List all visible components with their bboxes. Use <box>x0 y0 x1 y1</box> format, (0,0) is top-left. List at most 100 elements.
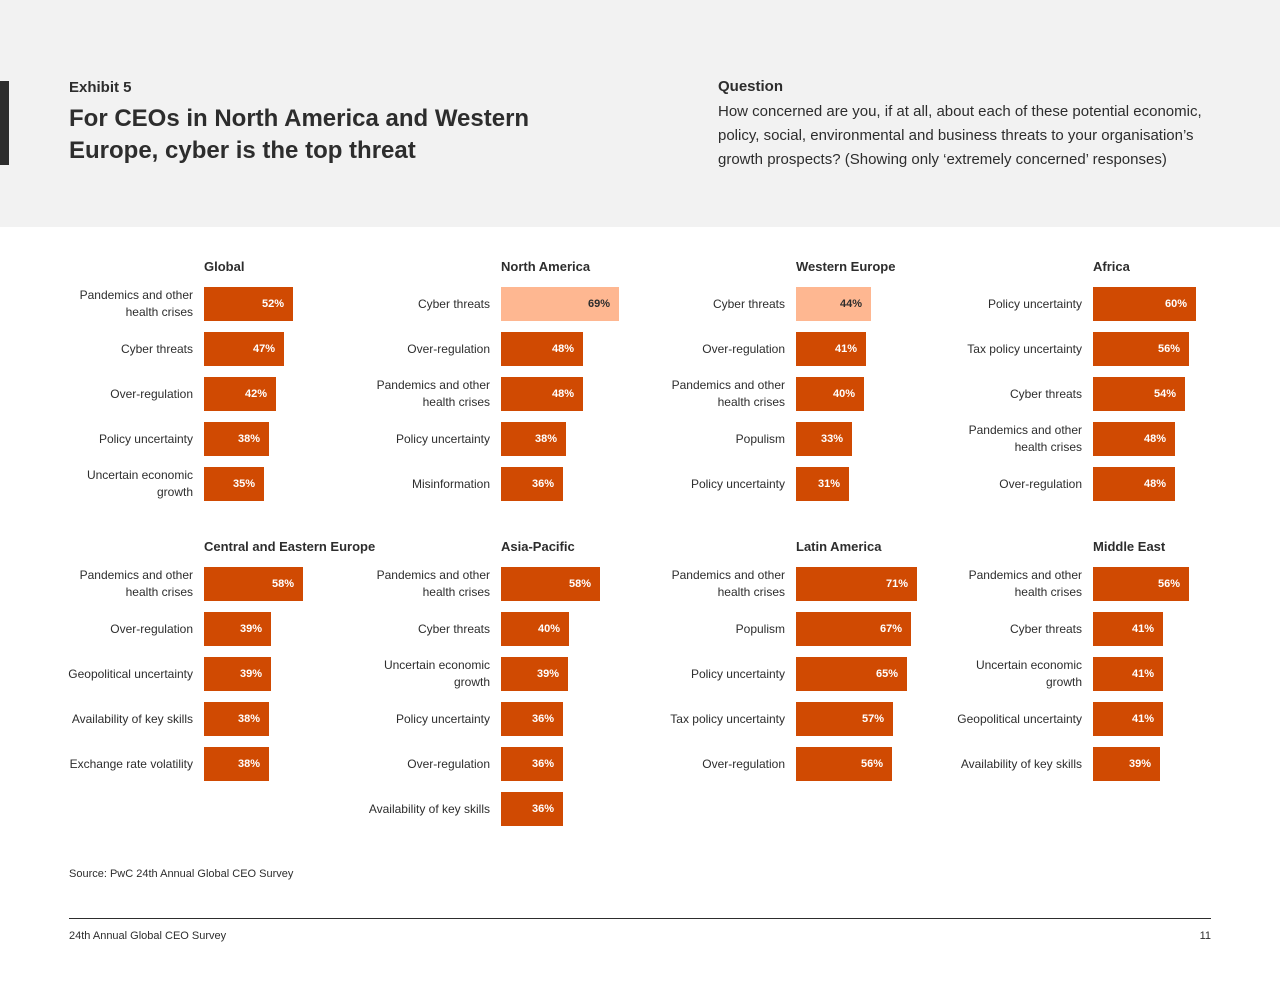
bar-category-label: Policy uncertainty <box>98 431 193 446</box>
bar-row: Pandemics and other health crises 71% <box>661 567 961 601</box>
bar-row: Over-regulation 36% <box>366 747 666 781</box>
bar-row: Policy uncertainty 38% <box>69 422 369 456</box>
bar: 47% <box>204 332 284 366</box>
bar: 65% <box>796 657 907 691</box>
chart-panel-title: Central and Eastern Europe <box>204 539 376 554</box>
bar-category-label: Cyber threats <box>1009 621 1082 636</box>
bar-value-label: 52% <box>261 298 284 310</box>
bar: 39% <box>1093 747 1160 781</box>
bar: 56% <box>1093 332 1189 366</box>
bar: 48% <box>1093 467 1175 501</box>
bar-row: Cyber threats 44% <box>661 287 961 321</box>
bar-value-label: 56% <box>1157 578 1180 590</box>
bar-value-label: 36% <box>531 803 554 815</box>
bar-category-label: Availability of key skills <box>71 711 193 726</box>
bar-category-label: Tax policy uncertainty <box>670 711 785 726</box>
footer-report-title: 24th Annual Global CEO Survey <box>69 930 227 942</box>
bar-category-label: Tax policy uncertainty <box>967 341 1082 356</box>
bar-row: Policy uncertainty 38% <box>366 422 666 456</box>
bar-value-label: 48% <box>551 343 574 355</box>
bar-value-label: 41% <box>1131 623 1154 635</box>
footer-divider <box>69 918 1211 919</box>
bar: 52% <box>204 287 293 321</box>
bar-category-label: Over-regulation <box>407 756 490 771</box>
bar-value-label: 48% <box>1143 433 1166 445</box>
bar-row: Cyber threats 47% <box>69 332 369 366</box>
bar-category-label: Exchange rate volatility <box>69 756 193 771</box>
bar: 54% <box>1093 377 1185 411</box>
bar-category-label: Cyber threats <box>417 621 490 636</box>
bar-category-label: Policy uncertainty <box>690 666 785 681</box>
bar: 38% <box>204 747 269 781</box>
bar-value-label: 41% <box>1131 668 1154 680</box>
bar-value-label: 36% <box>531 758 554 770</box>
bar: 58% <box>501 567 600 601</box>
bar: 40% <box>501 612 569 646</box>
bar-category-label: Cyber threats <box>1009 386 1082 401</box>
bar-category-label: Policy uncertainty <box>690 476 785 491</box>
bar: 41% <box>1093 657 1163 691</box>
bar-row: Populism 67% <box>661 612 961 646</box>
bar-category-label: Availability of key skills <box>960 756 1082 771</box>
bar-row: Pandemics and other health crises 52% <box>69 287 369 321</box>
bar-value-label: 69% <box>587 298 610 310</box>
bar-row: Over-regulation 56% <box>661 747 961 781</box>
bar-row: Exchange rate volatility 38% <box>69 747 369 781</box>
bar: 57% <box>796 702 893 736</box>
bar-category-label: Uncertain economic growth <box>86 468 193 499</box>
bar: 39% <box>204 657 271 691</box>
bar: 35% <box>204 467 264 501</box>
bar-value-label: 38% <box>237 713 260 725</box>
bar-value-label: 39% <box>536 668 559 680</box>
bar-row: Pandemics and other health crises 40% <box>661 377 961 411</box>
bar-value-label: 60% <box>1164 298 1187 310</box>
chart-panel-title: Middle East <box>1093 539 1166 554</box>
bar-row: Availability of key skills 38% <box>69 702 369 736</box>
bar-value-label: 40% <box>537 623 560 635</box>
bar: 41% <box>796 332 866 366</box>
bar-value-label: 48% <box>551 388 574 400</box>
bar-value-label: 38% <box>237 758 260 770</box>
bar-row: Policy uncertainty 36% <box>366 702 666 736</box>
question-heading: Question <box>718 78 784 95</box>
bar-row: Tax policy uncertainty 57% <box>661 702 961 736</box>
bar-row: Pandemics and other health crises 48% <box>958 422 1258 456</box>
page-number: 11 <box>1199 930 1211 942</box>
bar-value-label: 36% <box>531 713 554 725</box>
bar-row: Populism 33% <box>661 422 961 456</box>
bar-value-label: 47% <box>252 343 275 355</box>
bar-category-label: Geopolitical uncertainty <box>957 711 1082 726</box>
bar-category-label: Populism <box>735 431 785 446</box>
chart-panel-title: Africa <box>1093 259 1130 274</box>
bar-value-label: 41% <box>834 343 857 355</box>
bar: 38% <box>204 422 269 456</box>
bar-category-label: Over-regulation <box>407 341 490 356</box>
bar: 39% <box>501 657 568 691</box>
bar: 48% <box>501 332 583 366</box>
bar-row: Cyber threats 40% <box>366 612 666 646</box>
bar-category-label: Policy uncertainty <box>395 711 490 726</box>
chart-panel-title: Latin America <box>796 539 882 554</box>
bar-category-label: Pandemics and other health crises <box>968 568 1082 599</box>
bar: 44% <box>796 287 871 321</box>
bar-value-label: 38% <box>534 433 557 445</box>
bar-value-label: 41% <box>1131 713 1154 725</box>
bar-category-label: Over-regulation <box>702 341 785 356</box>
bar-row: Geopolitical uncertainty 39% <box>68 657 369 691</box>
bar-value-label: 39% <box>239 668 262 680</box>
bar-category-label: Policy uncertainty <box>987 296 1082 311</box>
bar-category-label: Cyber threats <box>417 296 490 311</box>
bar-value-label: 65% <box>875 668 898 680</box>
bar-category-label: Policy uncertainty <box>395 431 490 446</box>
bar-category-label: Uncertain economic growth <box>975 658 1082 689</box>
bar-category-label: Pandemics and other health crises <box>376 378 490 409</box>
bar: 42% <box>204 377 276 411</box>
bar: 36% <box>501 467 563 501</box>
bar-value-label: 33% <box>820 433 843 445</box>
bar-row: Availability of key skills 36% <box>366 792 666 826</box>
bar-value-label: 71% <box>885 578 908 590</box>
bar-row: Availability of key skills 39% <box>958 747 1258 781</box>
bar-value-label: 48% <box>1143 478 1166 490</box>
bar: 38% <box>204 702 269 736</box>
bar-category-label: Populism <box>735 621 785 636</box>
